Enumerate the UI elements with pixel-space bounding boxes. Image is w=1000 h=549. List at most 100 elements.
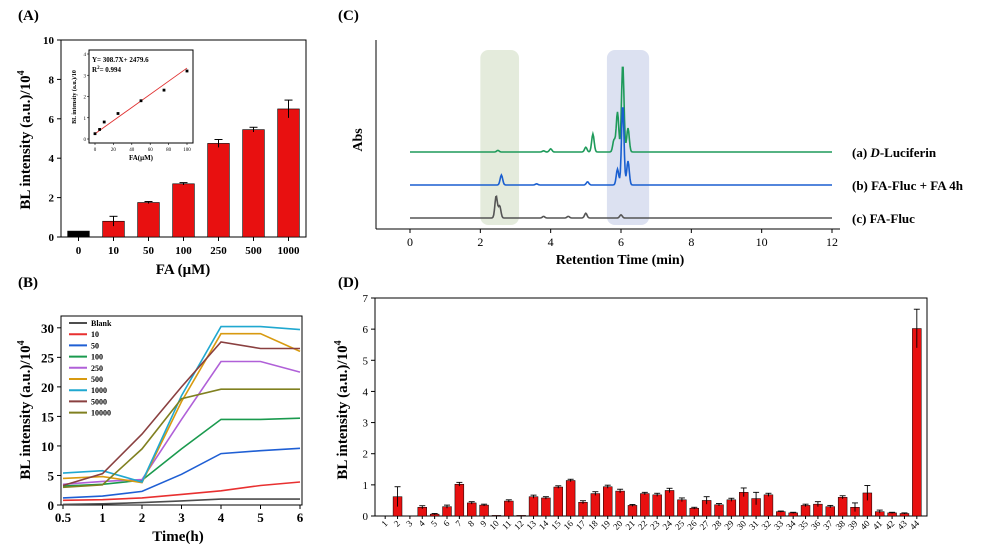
b-ytick-label: 25 <box>41 350 55 365</box>
inset-xtick-label: 80 <box>166 148 172 153</box>
d-bar-23 <box>652 494 662 517</box>
d-xtick-label: 4 <box>416 518 427 529</box>
panel-b-chart: BL intensity (a.u.)/104 Time(h) 05101520… <box>16 315 304 545</box>
b-series-line-100 <box>62 417 301 487</box>
inset-ytick-label: 2 <box>84 96 87 101</box>
b-legend-label: 100 <box>91 353 103 362</box>
b-series-line-50 <box>62 447 301 499</box>
d-ytick-label: 0 <box>363 511 369 523</box>
d-bar-19 <box>603 486 613 517</box>
d-bar-10 <box>491 515 502 517</box>
b-xtick-label: 2 <box>139 510 146 525</box>
d-bar-44 <box>912 328 922 517</box>
b-series-line-250 <box>62 360 301 486</box>
d-ytick-label: 6 <box>363 324 369 336</box>
d-bar-21 <box>627 505 638 517</box>
inset-xtick-label: 0 <box>94 148 97 153</box>
a-xtick-label: 50 <box>143 245 155 257</box>
c-highlight-band <box>606 50 650 225</box>
panel-d-label: (D) <box>338 275 359 291</box>
inset-xlabel: FA(μM) <box>129 154 154 162</box>
a-bar-100 <box>172 183 195 238</box>
d-ytick-label: 5 <box>363 355 369 367</box>
b-ytick-label: 15 <box>41 409 55 424</box>
b-legend-label: 1000 <box>91 386 107 395</box>
b-series-line-Blank <box>62 498 300 506</box>
d-bar-8 <box>467 502 477 517</box>
b-legend-label: 250 <box>91 364 103 373</box>
c-trace-label: (a) D-Luciferin <box>852 145 937 160</box>
a-ytick-label: 0 <box>49 232 55 244</box>
d-bar-24 <box>664 490 675 517</box>
b-xtick-label: 1 <box>99 510 106 525</box>
panel-d-frame <box>374 297 928 517</box>
d-bar-32 <box>763 494 774 517</box>
c-xtick-label: 4 <box>548 235 554 249</box>
a-ytick-label: 4 <box>49 153 55 165</box>
panel-a-inset: Y= 308.7X+ 2479.6 R2= 0.994 FA(μM) BL in… <box>71 49 194 162</box>
b-ytick-label: 10 <box>41 439 54 454</box>
d-xtick-label: 5 <box>429 518 440 529</box>
panel-a-chart: BL intensity (a.u.)/104 FA (μM) 02468100… <box>16 35 307 278</box>
d-xtick-label: 7 <box>454 518 465 529</box>
d-bar-17 <box>578 502 588 517</box>
panel-c-label: (C) <box>338 8 359 24</box>
inset-ytick-label: 4 <box>84 53 87 58</box>
d-ytick-label: 1 <box>363 480 369 492</box>
d-ytick-label: 7 <box>363 293 369 305</box>
d-bar-7 <box>454 483 465 517</box>
c-trace-label: (c) FA-Fluc <box>852 211 915 226</box>
b-legend-label: Blank <box>91 319 112 328</box>
inset-ytick-label: 0 <box>84 138 87 143</box>
inset-point <box>98 128 101 131</box>
d-xtick-label: 8 <box>466 518 477 529</box>
d-bar-37 <box>825 506 835 517</box>
a-xtick-label: 250 <box>210 245 227 257</box>
inset-ytick-label: 1 <box>84 117 87 122</box>
c-trace-0 <box>410 66 832 153</box>
b-series-line-5000 <box>62 341 300 487</box>
d-bar-13 <box>528 496 539 517</box>
panel-a-xlabel: FA (μM) <box>156 262 210 278</box>
d-bar-38 <box>837 497 848 517</box>
d-bar-35 <box>800 505 811 517</box>
d-bar-18 <box>590 493 601 517</box>
b-series-line-10000 <box>62 388 300 489</box>
panel-b-ylabel: BL intensity (a.u.)/104 <box>16 340 34 479</box>
d-xtick-label: 6 <box>441 518 452 529</box>
c-xtick-label: 6 <box>618 235 624 249</box>
a-xtick-label: 10 <box>108 245 120 257</box>
a-bar-50 <box>137 202 160 238</box>
d-xtick-label: 2 <box>392 518 402 528</box>
d-xtick-label: 1 <box>379 518 389 528</box>
inset-xtick-label: 40 <box>129 148 135 153</box>
inset-ylabel: BL intensity (a.u.)/10 <box>71 70 78 124</box>
a-ytick-label: 2 <box>49 193 55 205</box>
inset-point <box>102 120 106 124</box>
c-xtick-label: 2 <box>477 235 483 249</box>
b-ytick-label: 0 <box>48 498 55 513</box>
d-bar-16 <box>565 480 576 517</box>
c-trace-2 <box>410 195 832 219</box>
c-trace-label: (b) FA-Fluc + FA 4h <box>852 178 964 193</box>
a-ytick-label: 8 <box>49 74 55 86</box>
panel-c-ylabel: Abs <box>351 128 366 152</box>
inset-xtick-label: 20 <box>111 148 117 153</box>
b-legend-label: 500 <box>91 375 103 384</box>
b-ytick-label: 30 <box>41 321 54 336</box>
d-bar-22 <box>640 493 650 517</box>
inset-ytick-label: 3 <box>84 74 87 79</box>
c-xtick-label: 12 <box>826 235 838 249</box>
d-xtick-label: 3 <box>404 518 415 529</box>
a-xtick-label: 1000 <box>278 245 301 257</box>
c-xtick-label: 10 <box>756 235 768 249</box>
d-bar-26 <box>689 507 699 517</box>
inset-point <box>139 99 143 103</box>
d-bar-28 <box>714 504 724 517</box>
b-legend-label: 10 <box>91 330 99 339</box>
d-ytick-label: 3 <box>363 418 369 430</box>
c-highlight-band <box>480 50 520 225</box>
c-trace-1 <box>410 107 832 186</box>
a-ytick-label: 10 <box>43 35 55 47</box>
